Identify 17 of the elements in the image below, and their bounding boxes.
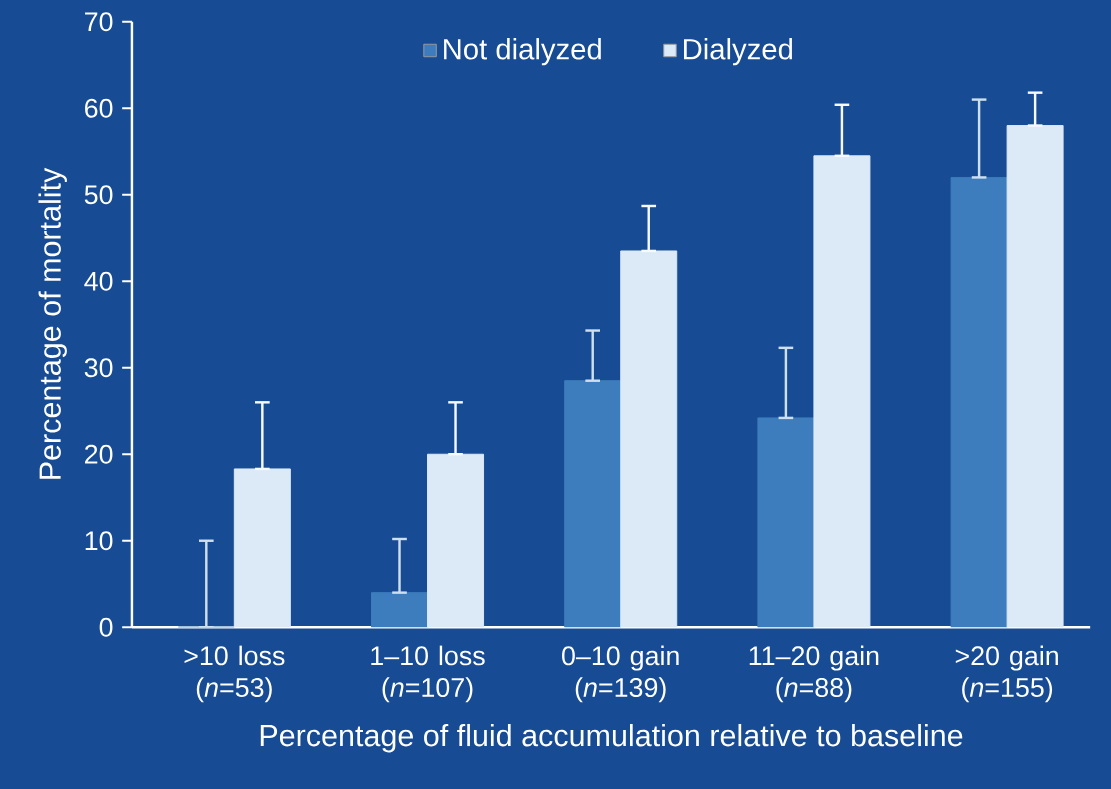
y-tick-label: 10 <box>85 531 113 551</box>
y-tick-label: 60 <box>85 98 113 118</box>
x-tick-label: 1–10 loss (n=107) <box>371 645 485 703</box>
y-axis-title: Percentage of mortality <box>38 167 67 479</box>
legend-label: Not dialyzed <box>444 38 601 66</box>
y-tick-label: 40 <box>84 271 113 291</box>
y-tick-label: 50 <box>84 185 113 205</box>
y-tick-label: 20 <box>85 444 113 464</box>
x-tick-label: 0–10 gain (n=139) <box>562 645 679 703</box>
legend-label: Dialyzed <box>684 38 792 66</box>
y-tick-label: 0 <box>99 617 113 637</box>
x-tick-label: >20 gain (n=155) <box>955 645 1058 703</box>
x-tick-label: 11–20 gain (n=88) <box>749 645 879 703</box>
y-tick-label: 70 <box>85 12 113 32</box>
y-tick-label: 30 <box>84 358 113 378</box>
x-axis-title: Percentage of fluid accumulation relative to baseline <box>260 723 963 753</box>
x-tick-label: >10 loss (n=53) <box>184 645 285 703</box>
